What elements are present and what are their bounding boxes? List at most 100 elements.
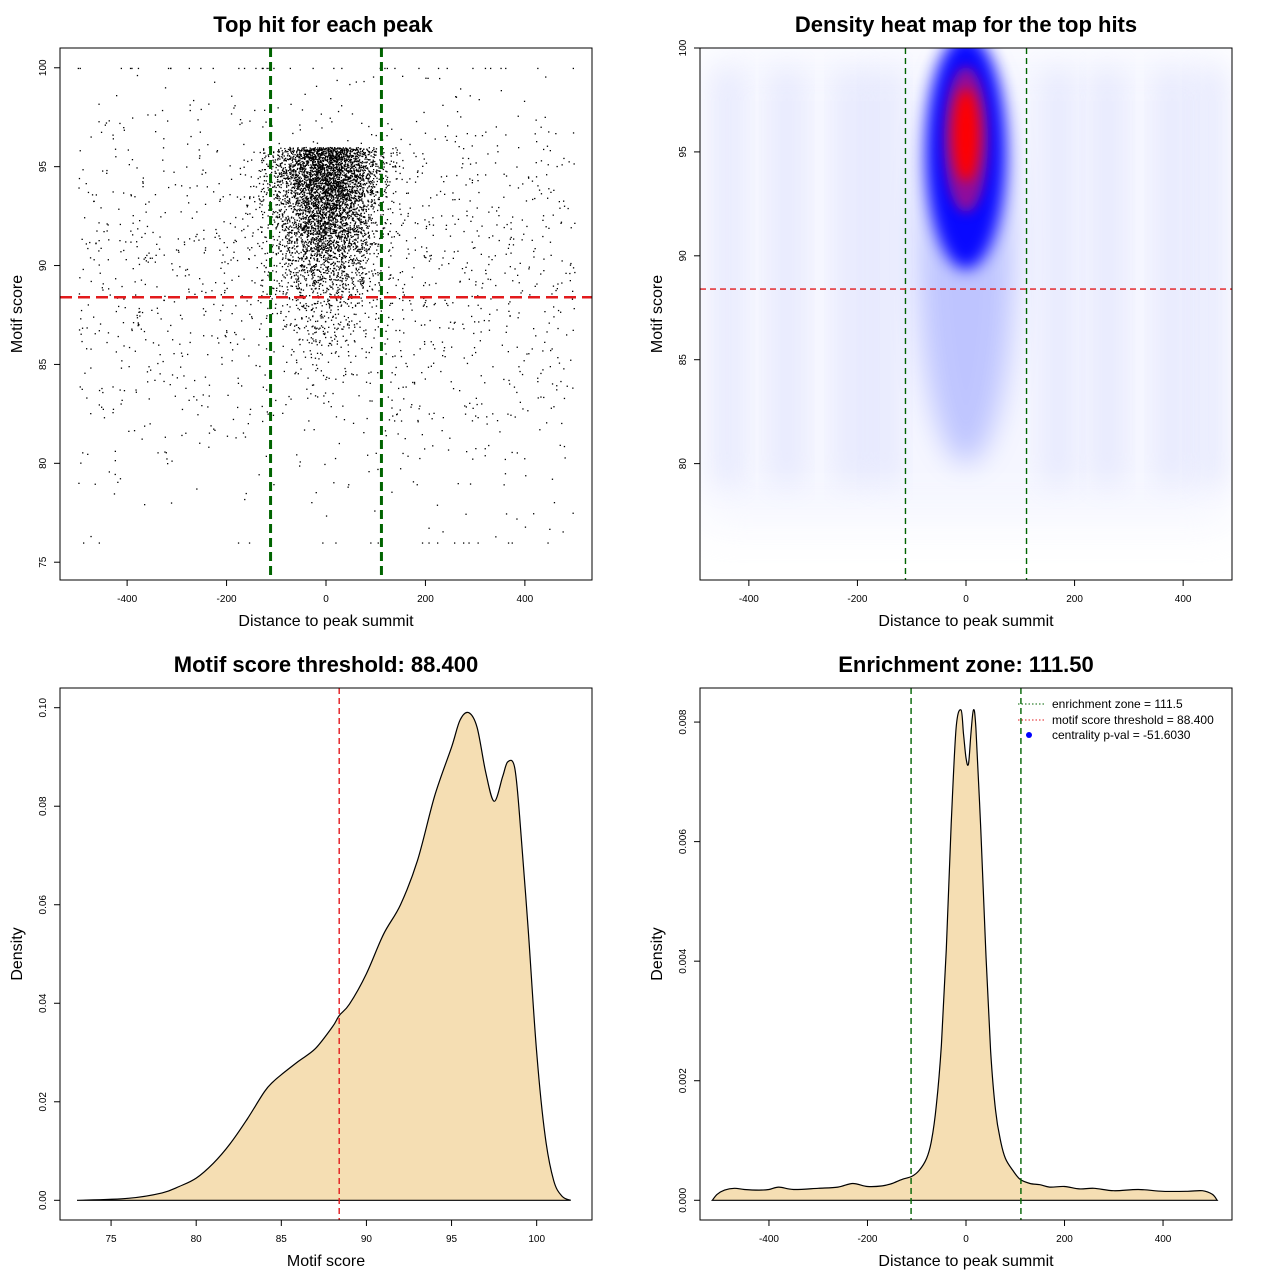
- scatter-point-182: [186, 298, 188, 300]
- scatter-point-599: [435, 282, 437, 285]
- scatter-point-3830: [362, 254, 364, 257]
- scatter-point-445: [218, 183, 220, 185]
- scatter-point-545: [195, 235, 197, 238]
- scatter-point-216: [543, 270, 545, 272]
- scatter-point-4720: [330, 156, 332, 158]
- scatter-point-3742: [360, 193, 362, 196]
- scatter-point-1012: [123, 249, 125, 252]
- scatter-point-3960: [383, 157, 385, 159]
- scatter-point-1180: [516, 166, 518, 168]
- scatter-point-1275: [171, 460, 173, 462]
- scatter-point-3071: [365, 210, 367, 213]
- scatter-point-4521: [322, 256, 325, 258]
- scatter-point-1685: [317, 165, 319, 167]
- scatter-point-3672: [294, 206, 296, 208]
- scatter-point-2147: [320, 165, 322, 167]
- scatter-point-1236: [177, 238, 179, 240]
- scatter-point-1100: [78, 329, 81, 331]
- scatter-point-300: [560, 311, 562, 313]
- scatter-point-4440: [383, 227, 386, 229]
- scatter-point-1264: [478, 191, 480, 194]
- scatter-point-2053: [329, 189, 331, 191]
- scatter-point-3783: [343, 239, 345, 241]
- scatter-point-435: [264, 109, 266, 111]
- scatter-point-4599: [386, 179, 388, 181]
- scatter-point-3884: [277, 197, 279, 200]
- scatter-point-3330: [361, 279, 363, 281]
- scatter-point-859: [426, 251, 428, 253]
- scatter-point-2636: [314, 191, 316, 194]
- scatter-point-1739: [266, 240, 268, 243]
- scatter-point-4291: [316, 170, 318, 172]
- scatter-point-2097: [332, 219, 334, 221]
- scatter-point-3336: [317, 182, 319, 184]
- scatter-point-4747: [354, 243, 356, 245]
- scatter-point-2099: [350, 186, 352, 188]
- scatter-point-302: [468, 542, 470, 544]
- scatter-point-4078: [315, 163, 317, 165]
- scatter-point-58: [254, 282, 256, 284]
- scatter-point-2957: [323, 255, 325, 257]
- scatter-point-4910: [320, 182, 322, 185]
- scatter-point-1187: [183, 241, 186, 243]
- scatter-point-275: [272, 287, 274, 289]
- scatter-point-1127: [173, 171, 175, 173]
- scatter-point-699: [385, 435, 387, 437]
- scatter-point-1489: [348, 155, 350, 157]
- scatter-point-1807: [319, 181, 321, 183]
- scatter-point-1004: [355, 355, 357, 357]
- scatter-point-1630: [324, 332, 326, 334]
- scatter-point-4562: [343, 182, 345, 184]
- scatter-point-263: [443, 347, 446, 349]
- scatter-point-3135: [323, 186, 325, 188]
- scatter-point-3031: [298, 231, 300, 234]
- scatter-point-4897: [317, 169, 319, 171]
- scatter-point-1054: [196, 233, 198, 236]
- scatter-point-673: [121, 360, 123, 362]
- scatter-point-954: [109, 294, 111, 296]
- scatter-point-845: [386, 292, 389, 294]
- scatter-point-688: [216, 150, 219, 152]
- scatter-point-1827: [321, 232, 323, 234]
- scatter-point-4135: [318, 192, 320, 194]
- scatter-point-1552: [332, 228, 334, 231]
- scatter-point-3527: [323, 153, 325, 155]
- scatter-point-4124: [322, 333, 325, 335]
- scatter-point-4050: [335, 201, 338, 203]
- scatter-point-3032: [262, 242, 264, 244]
- scatter-point-4917: [317, 205, 320, 207]
- scatter-point-2001: [346, 233, 348, 235]
- scatter-point-4932: [302, 174, 304, 176]
- scatter-point-1023: [85, 243, 87, 245]
- scatter-point-3770: [319, 160, 321, 162]
- scatter-point-2782: [271, 168, 273, 170]
- scatter-point-2627: [328, 167, 331, 170]
- scatter-point-675: [384, 430, 387, 432]
- scatter-point-2046: [262, 279, 264, 281]
- scatter-point-371: [471, 420, 474, 422]
- scatter-point-2074: [307, 188, 309, 191]
- scatter-point-1922: [362, 282, 364, 285]
- scatter-point-2780: [353, 196, 355, 198]
- scatter-point-4875: [358, 199, 361, 201]
- scatter-point-171: [464, 413, 467, 415]
- scatter-point-4515: [344, 178, 346, 180]
- scatter-point-240: [326, 376, 328, 378]
- scatter-point-1412: [400, 355, 403, 358]
- scatter-point-3310: [310, 207, 312, 209]
- scatter-point-3888: [331, 215, 333, 218]
- scatter-point-986: [483, 319, 485, 322]
- scatter-point-4889: [334, 187, 337, 189]
- scatter-point-1231: [477, 542, 479, 544]
- scatter-point-2278: [337, 163, 339, 166]
- scatter-point-596: [540, 273, 542, 275]
- scatter-point-974: [245, 492, 247, 495]
- scatter-point-4523: [364, 184, 366, 186]
- scatter-point-3260: [335, 232, 337, 234]
- scatter-point-2810: [311, 197, 313, 199]
- scatter-point-3162: [351, 260, 354, 262]
- scatter-point-4770: [338, 178, 341, 180]
- scatter-point-3224: [312, 162, 314, 164]
- scatter-point-4583: [325, 147, 328, 150]
- scatter-point-1912: [296, 232, 298, 234]
